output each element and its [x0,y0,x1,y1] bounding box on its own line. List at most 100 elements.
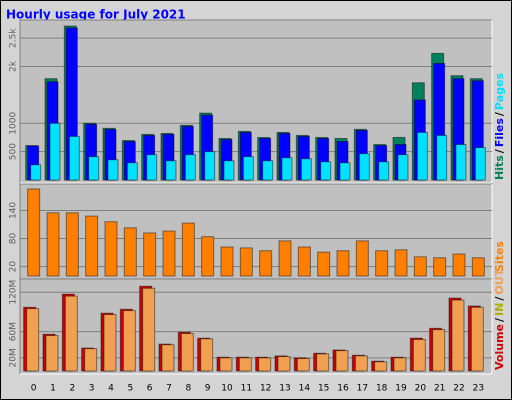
bar [84,348,98,372]
bar [259,250,273,277]
bar [181,222,195,277]
y-tick-label: 140 [9,202,19,219]
y-tick-label: 2k [9,60,19,72]
bar [107,159,119,181]
x-tick-label: 2 [69,384,75,394]
bar [258,357,272,372]
bar [296,358,310,372]
panel [19,183,493,280]
bar [393,357,407,372]
bar [64,295,78,372]
bar [455,144,467,181]
bar [278,240,292,277]
y-tick-label: 80 [9,233,19,245]
bar [85,215,99,277]
legend-label: Pages [493,73,506,111]
legend-label: OUT [493,268,506,294]
bar [436,134,448,181]
bar [317,251,331,277]
bar [146,154,158,181]
x-tick-label: 15 [318,384,329,394]
legend-label: / [493,111,506,116]
chart-title: Hourly usage for July 2021 [6,8,186,22]
bar [413,256,427,277]
y-tick-label: 60M [9,322,19,341]
legend-label: Files [493,118,506,148]
bar [68,135,80,181]
legend-label: / [493,296,506,301]
bar [65,212,79,277]
bar [104,221,118,277]
bar [320,161,332,181]
y-tick-label: 2.5k [9,28,19,48]
bar [297,246,311,277]
bar [238,357,252,372]
bar [262,160,274,181]
x-tick-label: 9 [205,384,211,394]
legend-label: Sites [493,241,506,272]
bar [103,314,117,372]
bar [46,212,60,277]
y-tick-label: 20M [9,348,19,367]
bar [180,333,194,372]
legend-label: / [493,148,506,153]
bar [375,250,389,277]
bar [201,236,215,277]
bar [432,329,446,372]
bar [300,158,312,181]
bar [143,232,157,277]
bar [412,338,426,372]
bar [49,122,61,181]
y-tick-label: 120M [9,280,19,305]
bar [355,240,369,277]
bar [374,361,388,372]
bar [336,250,350,277]
x-tick-label: 14 [299,384,311,394]
x-tick-label: 4 [108,384,114,394]
x-tick-label: 5 [127,384,133,394]
bar [358,153,370,181]
y-tick-label: 20 [9,261,19,273]
bar [204,151,216,181]
bar [161,344,175,372]
bar [123,227,137,277]
x-tick-label: 8 [185,384,191,394]
x-tick-label: 20 [415,384,427,394]
bar [88,156,100,181]
bar [223,160,235,181]
bar [122,310,136,372]
bar [416,131,428,181]
legend-label: Volume [493,324,506,370]
x-tick-label: 21 [434,384,445,394]
bar [200,338,214,372]
bar [219,357,233,372]
x-tick-label: 23 [473,384,484,394]
legend-label: Hits [493,155,506,180]
bar [433,257,447,277]
x-tick-label: 0 [31,384,37,394]
bar [378,161,390,181]
x-tick-label: 6 [147,384,153,394]
bar [184,154,196,181]
x-tick-label: 1 [50,384,56,394]
x-tick-label: 10 [221,384,233,394]
y-tick-label: 500 [9,143,19,160]
bar [452,253,466,277]
x-tick-label: 18 [376,384,388,394]
bar [339,162,351,181]
bar [26,308,40,372]
bar [142,287,156,372]
bar [45,335,59,372]
x-tick-label: 19 [395,384,407,394]
bar [277,356,291,372]
bar [30,164,42,181]
x-tick-label: 7 [166,384,172,394]
bar [394,249,408,277]
x-tick-label: 22 [453,384,464,394]
bar [451,299,465,372]
legend-label: IN [493,303,506,316]
x-tick-label: 16 [337,384,349,394]
bar [316,353,330,372]
x-tick-label: 13 [279,384,290,394]
